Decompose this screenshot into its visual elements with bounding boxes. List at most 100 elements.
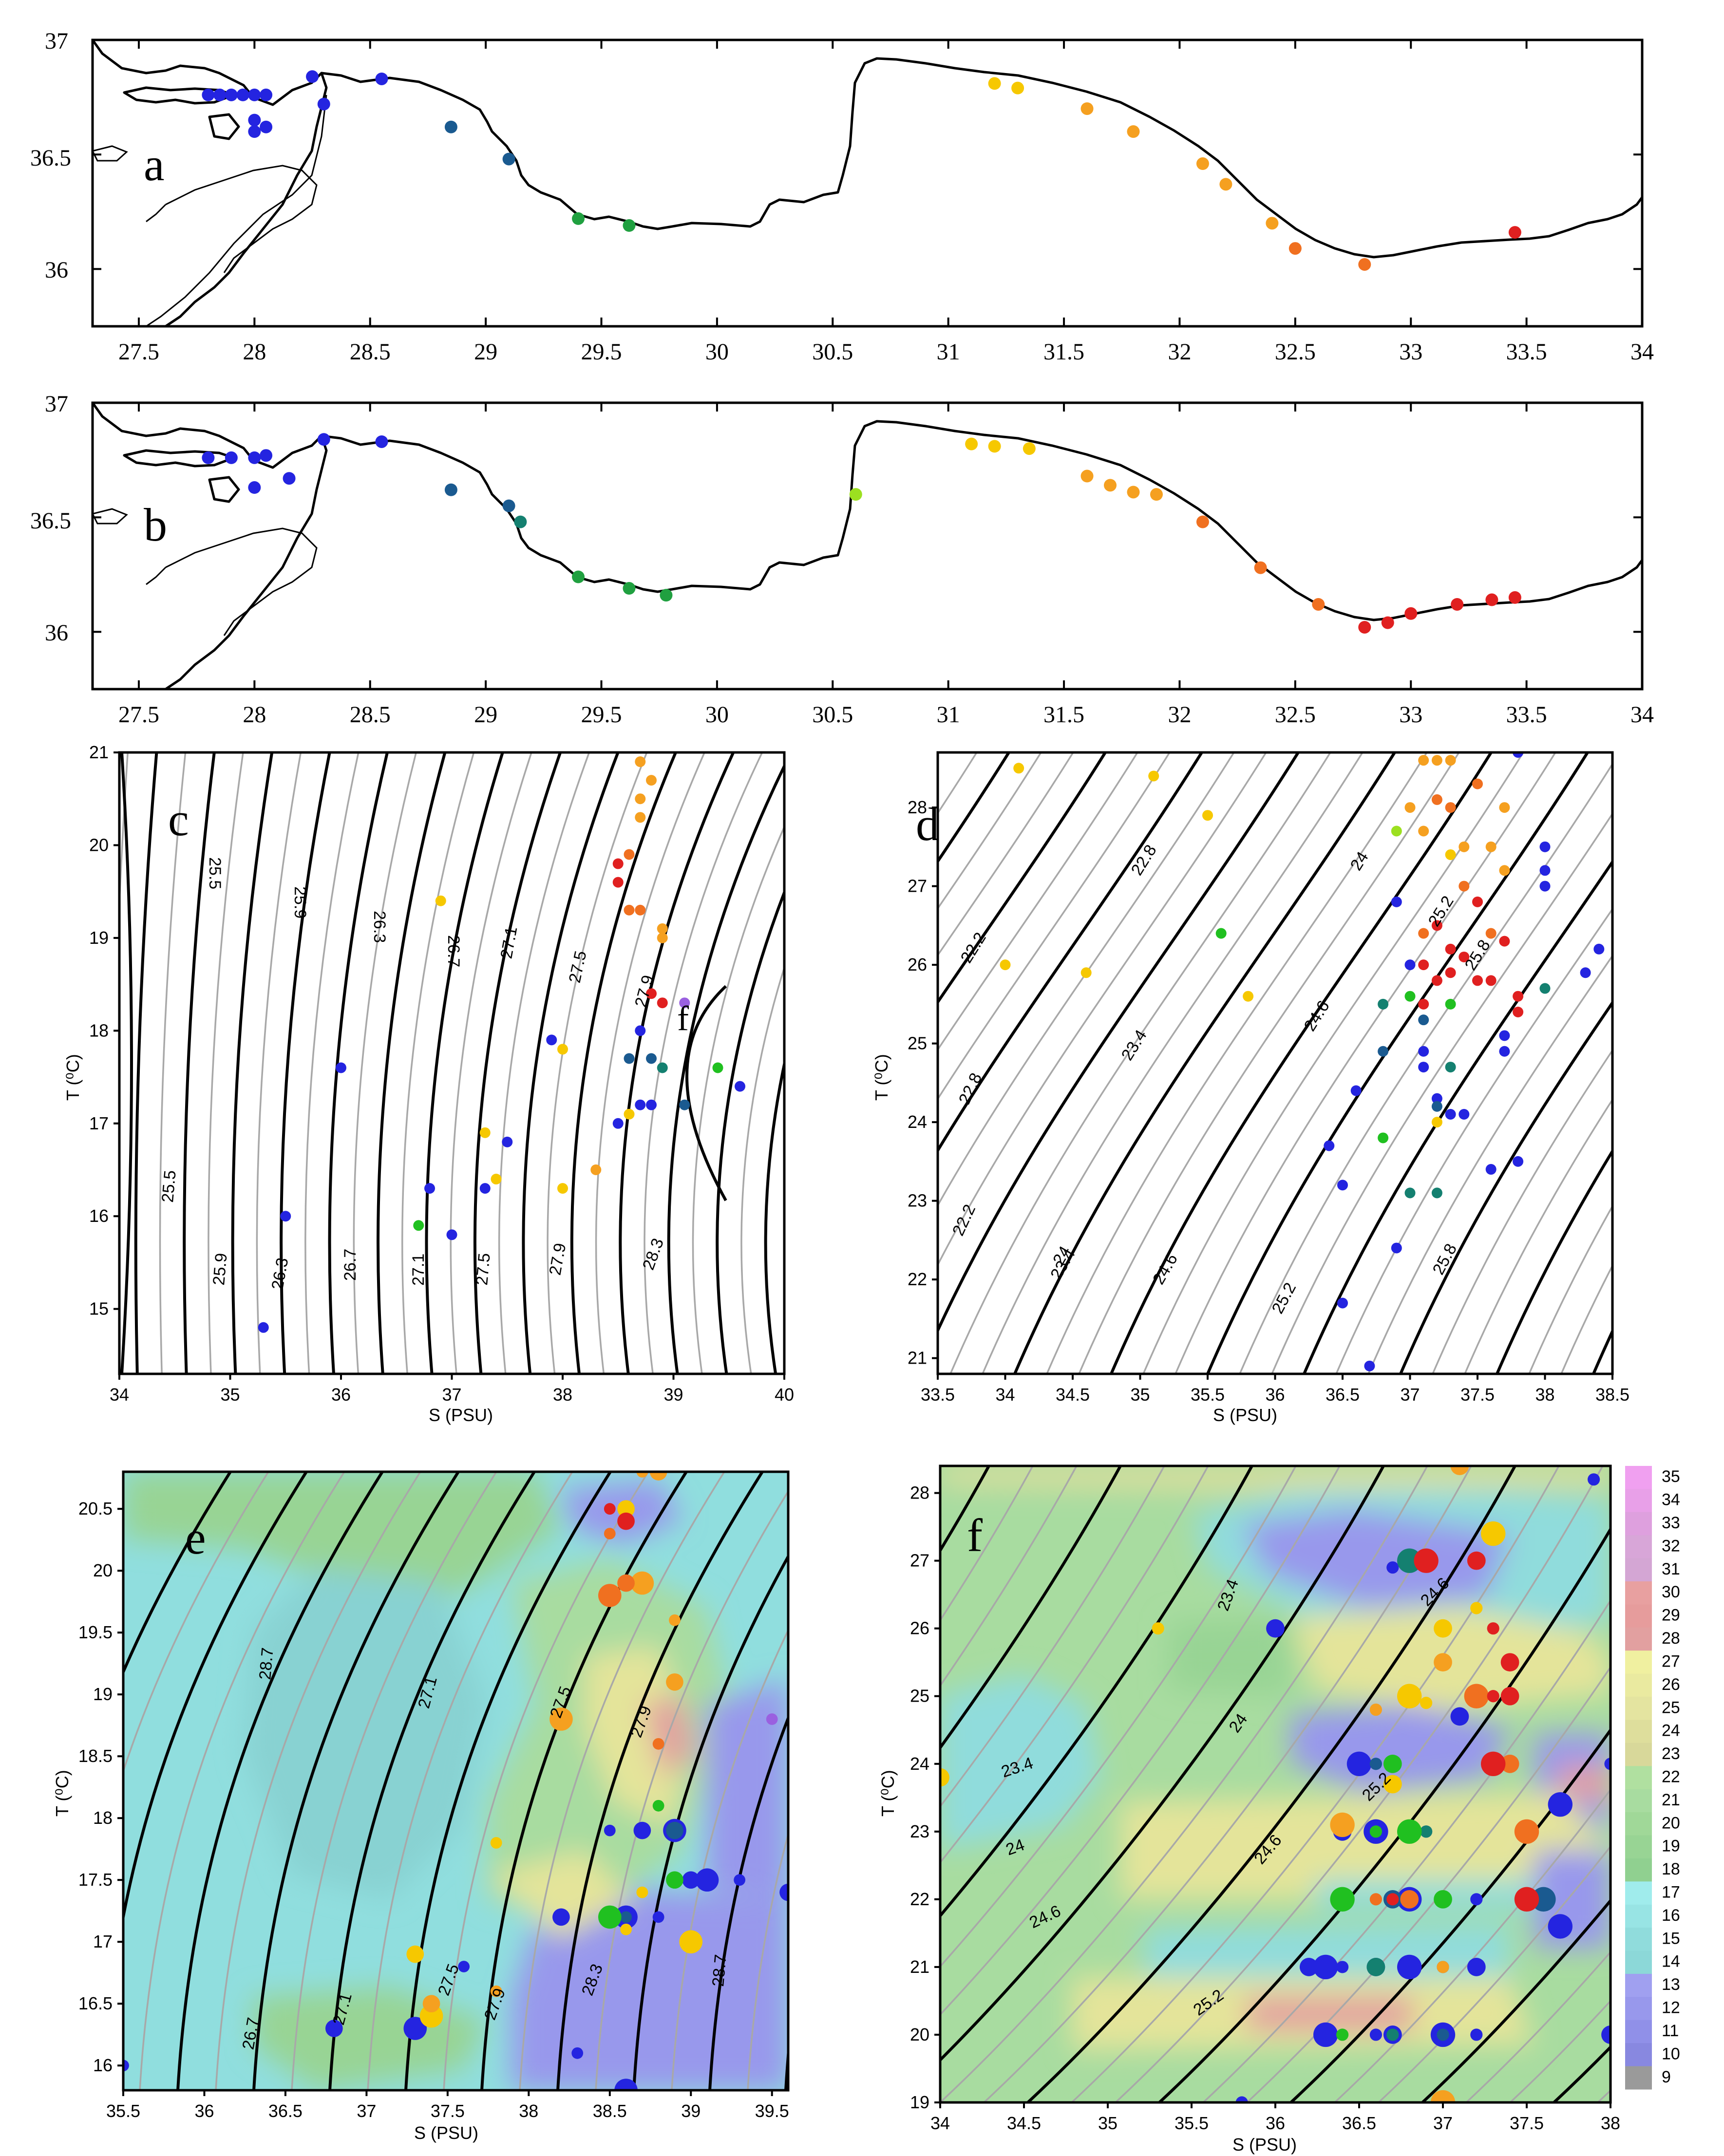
panel-d-data-point: [1391, 1242, 1402, 1254]
panel-d-data-point: [1459, 1108, 1470, 1120]
panel-d-isopycnal: [1496, 1148, 1612, 1374]
panel-c-data-point: [679, 997, 690, 1009]
panel-c-iso-label: 27.1: [497, 925, 521, 960]
panel-f-data-point: [1437, 1961, 1449, 1973]
panel-e-isopycnal: [443, 1472, 649, 2090]
panel-c-ytick: 18: [89, 1020, 109, 1040]
panel-c-data-point: [646, 1053, 657, 1064]
panel-d-xtick: 34: [995, 1385, 1015, 1405]
panel-d-isopycnal: [982, 752, 1364, 1374]
panel-f-data-point: [1588, 1473, 1600, 1486]
panel-c-data-point: [635, 793, 646, 805]
panel-b-ytick: 36: [45, 620, 68, 646]
panel-c-isopycnal: [667, 763, 784, 1374]
panel-c-isopycnals: [119, 752, 784, 1374]
panel-f-data-point: [1604, 1758, 1610, 1770]
panel-f-data-point: [1470, 1602, 1483, 1614]
panel-f-data-point: [1346, 1751, 1372, 1776]
panel-a-xtick: 31.5: [1043, 339, 1084, 365]
panel-a-peninsula-datca: [165, 73, 328, 326]
panel-e-isopycnal: [123, 1472, 232, 1676]
colorbar-swatch: [1625, 1928, 1652, 1951]
panel-b-xtick: 33: [1399, 702, 1422, 728]
panel-c-data-point: [413, 1220, 424, 1231]
panel-b-data-point: [1080, 469, 1094, 483]
colorbar-label: 20: [1662, 1814, 1680, 1832]
panel-d-ytick: 23: [908, 1191, 927, 1211]
panel-f-data-point: [1481, 1751, 1506, 1776]
panel-f-isopycnals: [940, 1466, 1610, 2102]
panel-c-data-point: [612, 858, 624, 869]
colorbar-label: 33: [1662, 1514, 1680, 1532]
panel-d-data-point: [1148, 770, 1159, 782]
panel-e-isopycnal: [404, 1472, 612, 2090]
panel-d-isopycnal: [1271, 812, 1612, 1374]
panel-f-isopycnal: [940, 1466, 1122, 1750]
panel-d-data-point: [1391, 825, 1402, 837]
panel-a-xtick: 33: [1399, 339, 1422, 365]
panel-d-frame: [936, 751, 1614, 1375]
panel-e-data-point: [620, 1923, 632, 1935]
panel-d-data-point: [1418, 1014, 1429, 1026]
colorbar-label: 29: [1662, 1606, 1680, 1625]
panel-c-data-point: [679, 1099, 690, 1110]
panel-a-data-point: [213, 88, 227, 101]
panel-d-iso-label: 22.8: [955, 1070, 985, 1107]
panel-f-isopycnal: [1202, 1599, 1610, 2102]
panel-a-data-point: [248, 88, 261, 101]
panel-c-data-point: [646, 988, 657, 999]
panel-a-xtick: 30: [705, 339, 729, 365]
panel-c: c f 25.5 25.9 26.3 26.7 27.1 27.5 27.9 2…: [63, 742, 794, 1425]
panel-b-data-point: [283, 472, 296, 485]
panel-f-plot: [940, 1466, 1610, 2102]
colorbar-label: 26: [1662, 1675, 1680, 1694]
colorbar-swatch: [1625, 1812, 1652, 1836]
panel-d-data-point: [1431, 1093, 1442, 1104]
panel-e-ytick: 20: [93, 1560, 113, 1580]
panel-c-iso-label: 27.9: [546, 1242, 569, 1277]
panel-e-data-point: [779, 1883, 788, 1901]
panel-c-isopycnal: [304, 752, 360, 1374]
panel-d-data-point: [1459, 951, 1470, 962]
colorbar-swatch: [1625, 1535, 1652, 1559]
panel-e-data-point: [604, 1824, 616, 1837]
panel-d-data-point: [1013, 763, 1024, 774]
panel-a-xtick: 27.5: [118, 339, 159, 365]
panel-d-isopycnal: [1464, 1098, 1612, 1374]
panel-a-yticks: 37 36.5 36: [30, 28, 71, 283]
panel-d-data-point: [1391, 896, 1402, 907]
panel-a-coastline: [93, 40, 1642, 259]
panel-c-iso-label: 26.3: [370, 911, 389, 943]
panel-d-data-point: [1418, 825, 1429, 837]
panel-d-data-point: [1418, 928, 1429, 939]
panel-e-data-point: [636, 1472, 648, 1478]
panel-a-data-point: [248, 125, 261, 138]
panel-b-data-point: [202, 451, 215, 464]
panel-b-xtick: 30: [705, 702, 729, 728]
panel-c-xtick: 39: [663, 1385, 683, 1405]
panel-f-data-point: [1369, 1758, 1382, 1770]
panel-e-data-point: [636, 1886, 648, 1898]
panel-a-data-point: [1219, 178, 1232, 191]
panel-f-xlabel: S (PSU): [1232, 2135, 1297, 2155]
panel-d-data-point: [1445, 967, 1456, 978]
panel-a-data-point: [1266, 217, 1279, 230]
colorbar-swatch: [1625, 1697, 1652, 1720]
panel-b-data-point: [260, 449, 273, 462]
colorbar-label: 22: [1662, 1767, 1680, 1786]
panel-e-xtick: 38.5: [593, 2101, 627, 2121]
panel-e-isopycnal: [595, 1489, 788, 2090]
panel-c-isopycnal: [740, 965, 784, 1374]
colorbar-swatch: [1625, 2066, 1652, 2090]
colorbar-swatch: [1625, 1835, 1652, 1859]
panel-b-data-point: [1150, 488, 1163, 501]
panel-d-data-point: [1000, 959, 1011, 971]
panel-e-ytick: 16.5: [78, 1993, 113, 2013]
panel-e-data-point: [652, 1800, 664, 1812]
panel-d-data-point: [1337, 1297, 1348, 1309]
panel-d-data-point: [1485, 928, 1497, 939]
panel-c-isopycnal: [595, 752, 705, 1374]
colorbar-label: 13: [1662, 1975, 1680, 1994]
panel-e-xtick: 39: [681, 2101, 701, 2121]
